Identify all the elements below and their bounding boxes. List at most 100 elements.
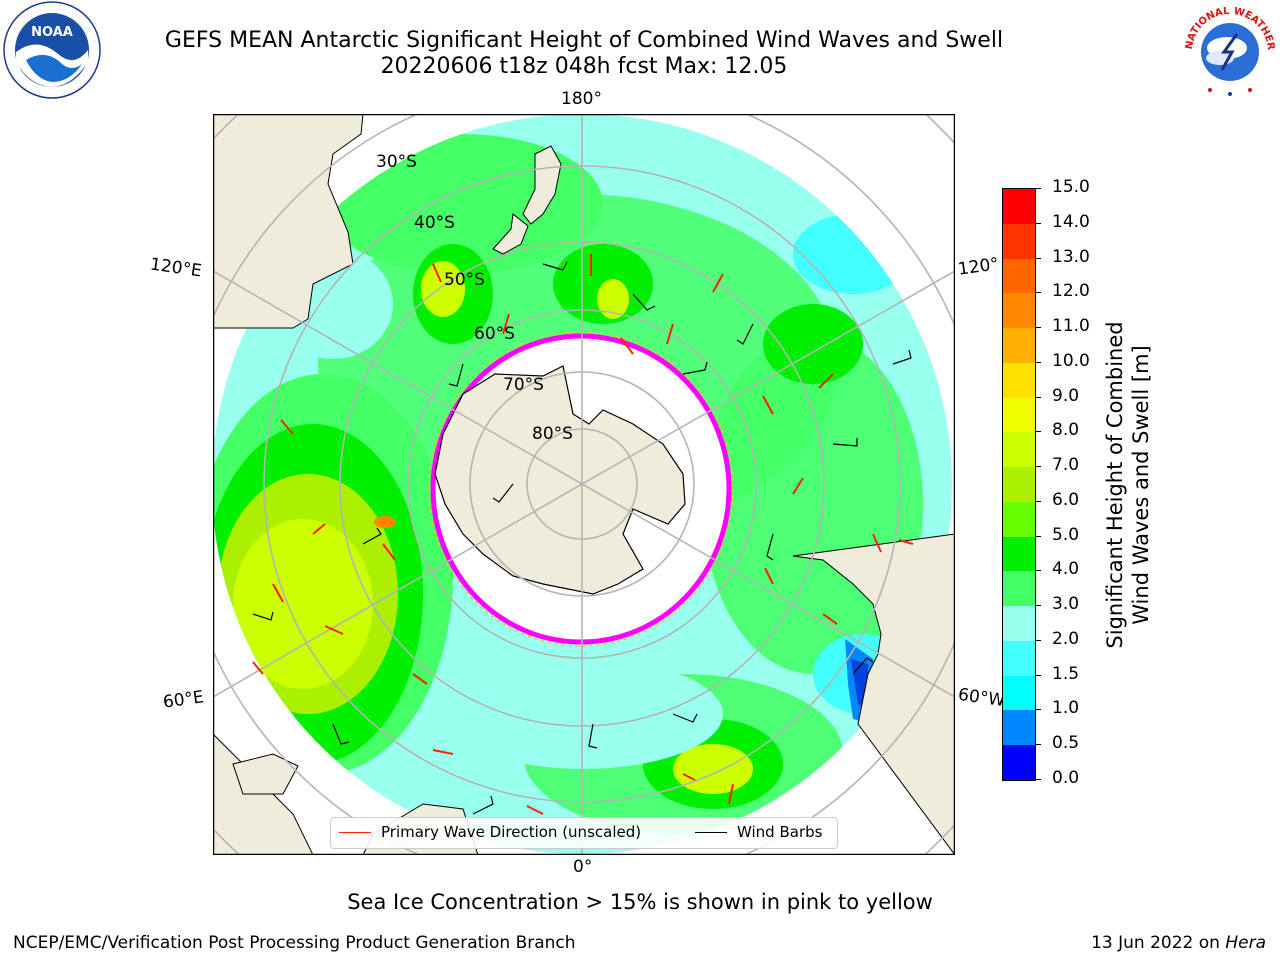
- colorbar-segment: [1003, 432, 1035, 468]
- colorbar-tick-label: 0.0: [1052, 768, 1080, 788]
- lat-label-80s: 80°S: [532, 424, 573, 444]
- legend-barb-line: [695, 832, 727, 833]
- colorbar-tick-mark: [1035, 779, 1041, 780]
- lon-label-60w: 60°W: [956, 684, 1007, 712]
- colorbar-segment: [1003, 397, 1035, 433]
- lon-label-120w: 120°: [956, 254, 1001, 280]
- sea-ice-edge-yellow: [428, 331, 734, 647]
- lon-label-180: 180°: [561, 89, 602, 109]
- legend-wave-line: [339, 832, 371, 833]
- wave-direction-arrows: [252, 254, 914, 815]
- colorbar-tick-mark: [1035, 188, 1041, 189]
- colorbar-tick-label: 9.0: [1052, 385, 1080, 406]
- legend-item-wind-barbs: Wind Barbs: [695, 823, 822, 841]
- colorbar-tick-label: 6.0: [1052, 489, 1080, 510]
- colorbar-tick-label: 8.0: [1052, 420, 1080, 441]
- colorbar-segment: [1003, 362, 1035, 398]
- colorbar-tick-label: 4.0: [1052, 559, 1080, 580]
- colorbar-segment: [1003, 328, 1035, 363]
- colorbar-segment: [1003, 467, 1035, 502]
- colorbar-tick-mark: [1035, 327, 1041, 329]
- colorbar-label-line1: Significant Height of Combined: [1103, 321, 1127, 649]
- colorbar-tick-mark: [1035, 744, 1041, 746]
- date-text: 13 Jun 2022 on Hera: [1091, 933, 1266, 953]
- colorbar-tick-mark: [1035, 466, 1041, 468]
- lat-label-50s: 50°S: [444, 270, 485, 290]
- wave-band-darkgreen-5: [763, 304, 863, 384]
- credit-text: NCEP/EMC/Verification Post Processing Pr…: [13, 933, 576, 953]
- colorbar-tick-mark: [1035, 257, 1041, 259]
- colorbar-tick-label: 1.0: [1052, 698, 1080, 719]
- wave-band-yellow-3: [421, 261, 465, 317]
- colorbar-tick-mark: [1035, 500, 1041, 502]
- wave-band-yellow-1: [233, 519, 373, 689]
- lat-label-70s: 70°S: [503, 375, 544, 395]
- wind-barbs: [252, 261, 912, 815]
- colorbar-tick-mark: [1035, 570, 1041, 572]
- colorbar: [1002, 188, 1036, 781]
- lon-label-0: 0°: [573, 857, 593, 877]
- colorbar-tick-mark: [1035, 361, 1041, 363]
- colorbar-segment: [1003, 675, 1035, 711]
- antarctica-land: [434, 365, 686, 595]
- colorbar-segment: [1003, 640, 1035, 676]
- colorbar-tick-label: 3.0: [1052, 594, 1080, 615]
- colorbar-tick-label: 12.0: [1052, 281, 1090, 302]
- noaa-logo-text: NOAA: [31, 25, 73, 40]
- madagascar-land: [232, 753, 299, 795]
- colorbar-segment: [1003, 536, 1035, 572]
- wave-band-orange: [374, 516, 396, 528]
- colorbar-segment: [1003, 606, 1035, 641]
- colorbar-segment: [1003, 501, 1035, 537]
- colorbar-segment: [1003, 258, 1035, 294]
- legend-wave-label: Primary Wave Direction (unscaled): [381, 823, 642, 841]
- colorbar-tick-label: 7.0: [1052, 455, 1080, 476]
- legend-item-wave-direction: Primary Wave Direction (unscaled): [339, 823, 641, 841]
- wave-band-yellow-4: [597, 279, 629, 319]
- chart-title: GEFS MEAN Antarctic Significant Height o…: [164, 28, 1004, 53]
- lat-label-30s: 30°S: [376, 152, 417, 172]
- colorbar-tick-label: 2.0: [1052, 628, 1080, 649]
- colorbar-segment: [1003, 571, 1035, 607]
- colorbar-tick-label: 5.0: [1052, 524, 1080, 545]
- host-label: Hera: [1225, 933, 1266, 953]
- colorbar-tick-label: 11.0: [1052, 316, 1090, 337]
- australia-land: [213, 114, 364, 329]
- lat-label-40s: 40°S: [414, 213, 455, 233]
- colorbar-segment: [1003, 189, 1035, 224]
- colorbar-segments: [1003, 189, 1035, 780]
- noaa-logo: NOAA: [3, 1, 101, 99]
- sea-ice-note: Sea Ice Concentration > 15% is shown in …: [347, 890, 933, 914]
- legend-barb-label: Wind Barbs: [737, 823, 823, 841]
- chart-subtitle: 20220606 t18z 048h fcst Max: 12.05: [380, 54, 788, 79]
- map-legend: Primary Wave Direction (unscaled) Wind B…: [330, 817, 838, 849]
- colorbar-segment: [1003, 223, 1035, 259]
- colorbar-tick-label: 15.0: [1052, 177, 1090, 197]
- lat-label-60s: 60°S: [474, 324, 515, 344]
- colorbar-segment: [1003, 293, 1035, 329]
- colorbar-tick-label: 0.5: [1052, 733, 1080, 754]
- colorbar-tick-mark: [1035, 709, 1041, 711]
- colorbar-tick-label: 13.0: [1052, 246, 1090, 267]
- colorbar-tick-mark: [1035, 674, 1041, 676]
- colorbar-segment: [1003, 745, 1035, 780]
- south-america-land-2: [792, 533, 955, 855]
- colorbar-tick-mark: [1035, 222, 1041, 224]
- colorbar-tick-mark: [1035, 639, 1041, 641]
- polar-map: [213, 114, 955, 855]
- new-zealand-land: [492, 145, 562, 255]
- colorbar-tick-mark: [1035, 605, 1041, 607]
- colorbar-segment: [1003, 710, 1035, 746]
- colorbar-tick-mark: [1035, 292, 1041, 294]
- lon-label-60e: 60°E: [161, 687, 206, 713]
- colorbar-tick-mark: [1035, 431, 1041, 433]
- colorbar-tick-label: 1.5: [1052, 663, 1080, 684]
- colorbar-label-line2: Wind Waves and Swell [m]: [1129, 345, 1153, 625]
- colorbar-tick-label: 10.0: [1052, 350, 1090, 371]
- nws-logo: NATIONAL WEATHER SERVICE: [1180, 0, 1278, 98]
- date-label: 13 Jun 2022 on: [1091, 933, 1226, 953]
- colorbar-tick-mark: [1035, 535, 1041, 537]
- lon-label-120e: 120°E: [148, 254, 203, 282]
- map-frame: [213, 114, 955, 855]
- wave-band-cyan-1: [443, 659, 723, 769]
